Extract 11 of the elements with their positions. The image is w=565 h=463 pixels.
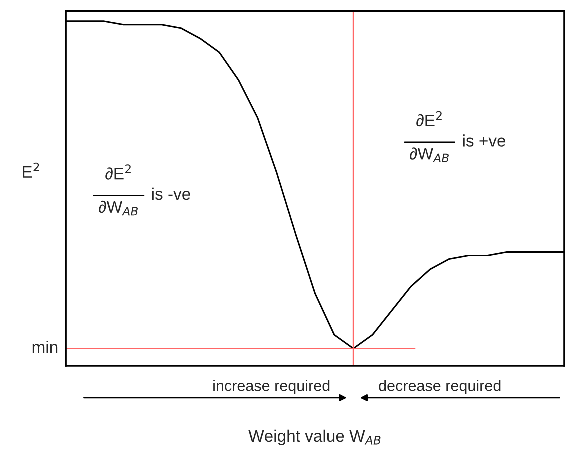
x-axis-title: Weight value W$_{AB}$ xyxy=(248,430,381,446)
ref-line-label: min xyxy=(32,341,58,354)
annotation: is -ve xyxy=(152,188,190,200)
annotation: ∂E$^{2}$ xyxy=(106,164,131,180)
text: decrease required xyxy=(379,380,501,394)
text: increase required xyxy=(214,380,330,394)
annotation: ∂E$^{2}$ xyxy=(416,111,442,127)
annotation: ∂W$_{AB}$ xyxy=(99,200,138,216)
annotation: ∂W$_{AB}$ xyxy=(410,148,449,162)
annotation: is +ve xyxy=(463,134,506,147)
y-axis-title: E$^{2}$ xyxy=(23,162,40,178)
